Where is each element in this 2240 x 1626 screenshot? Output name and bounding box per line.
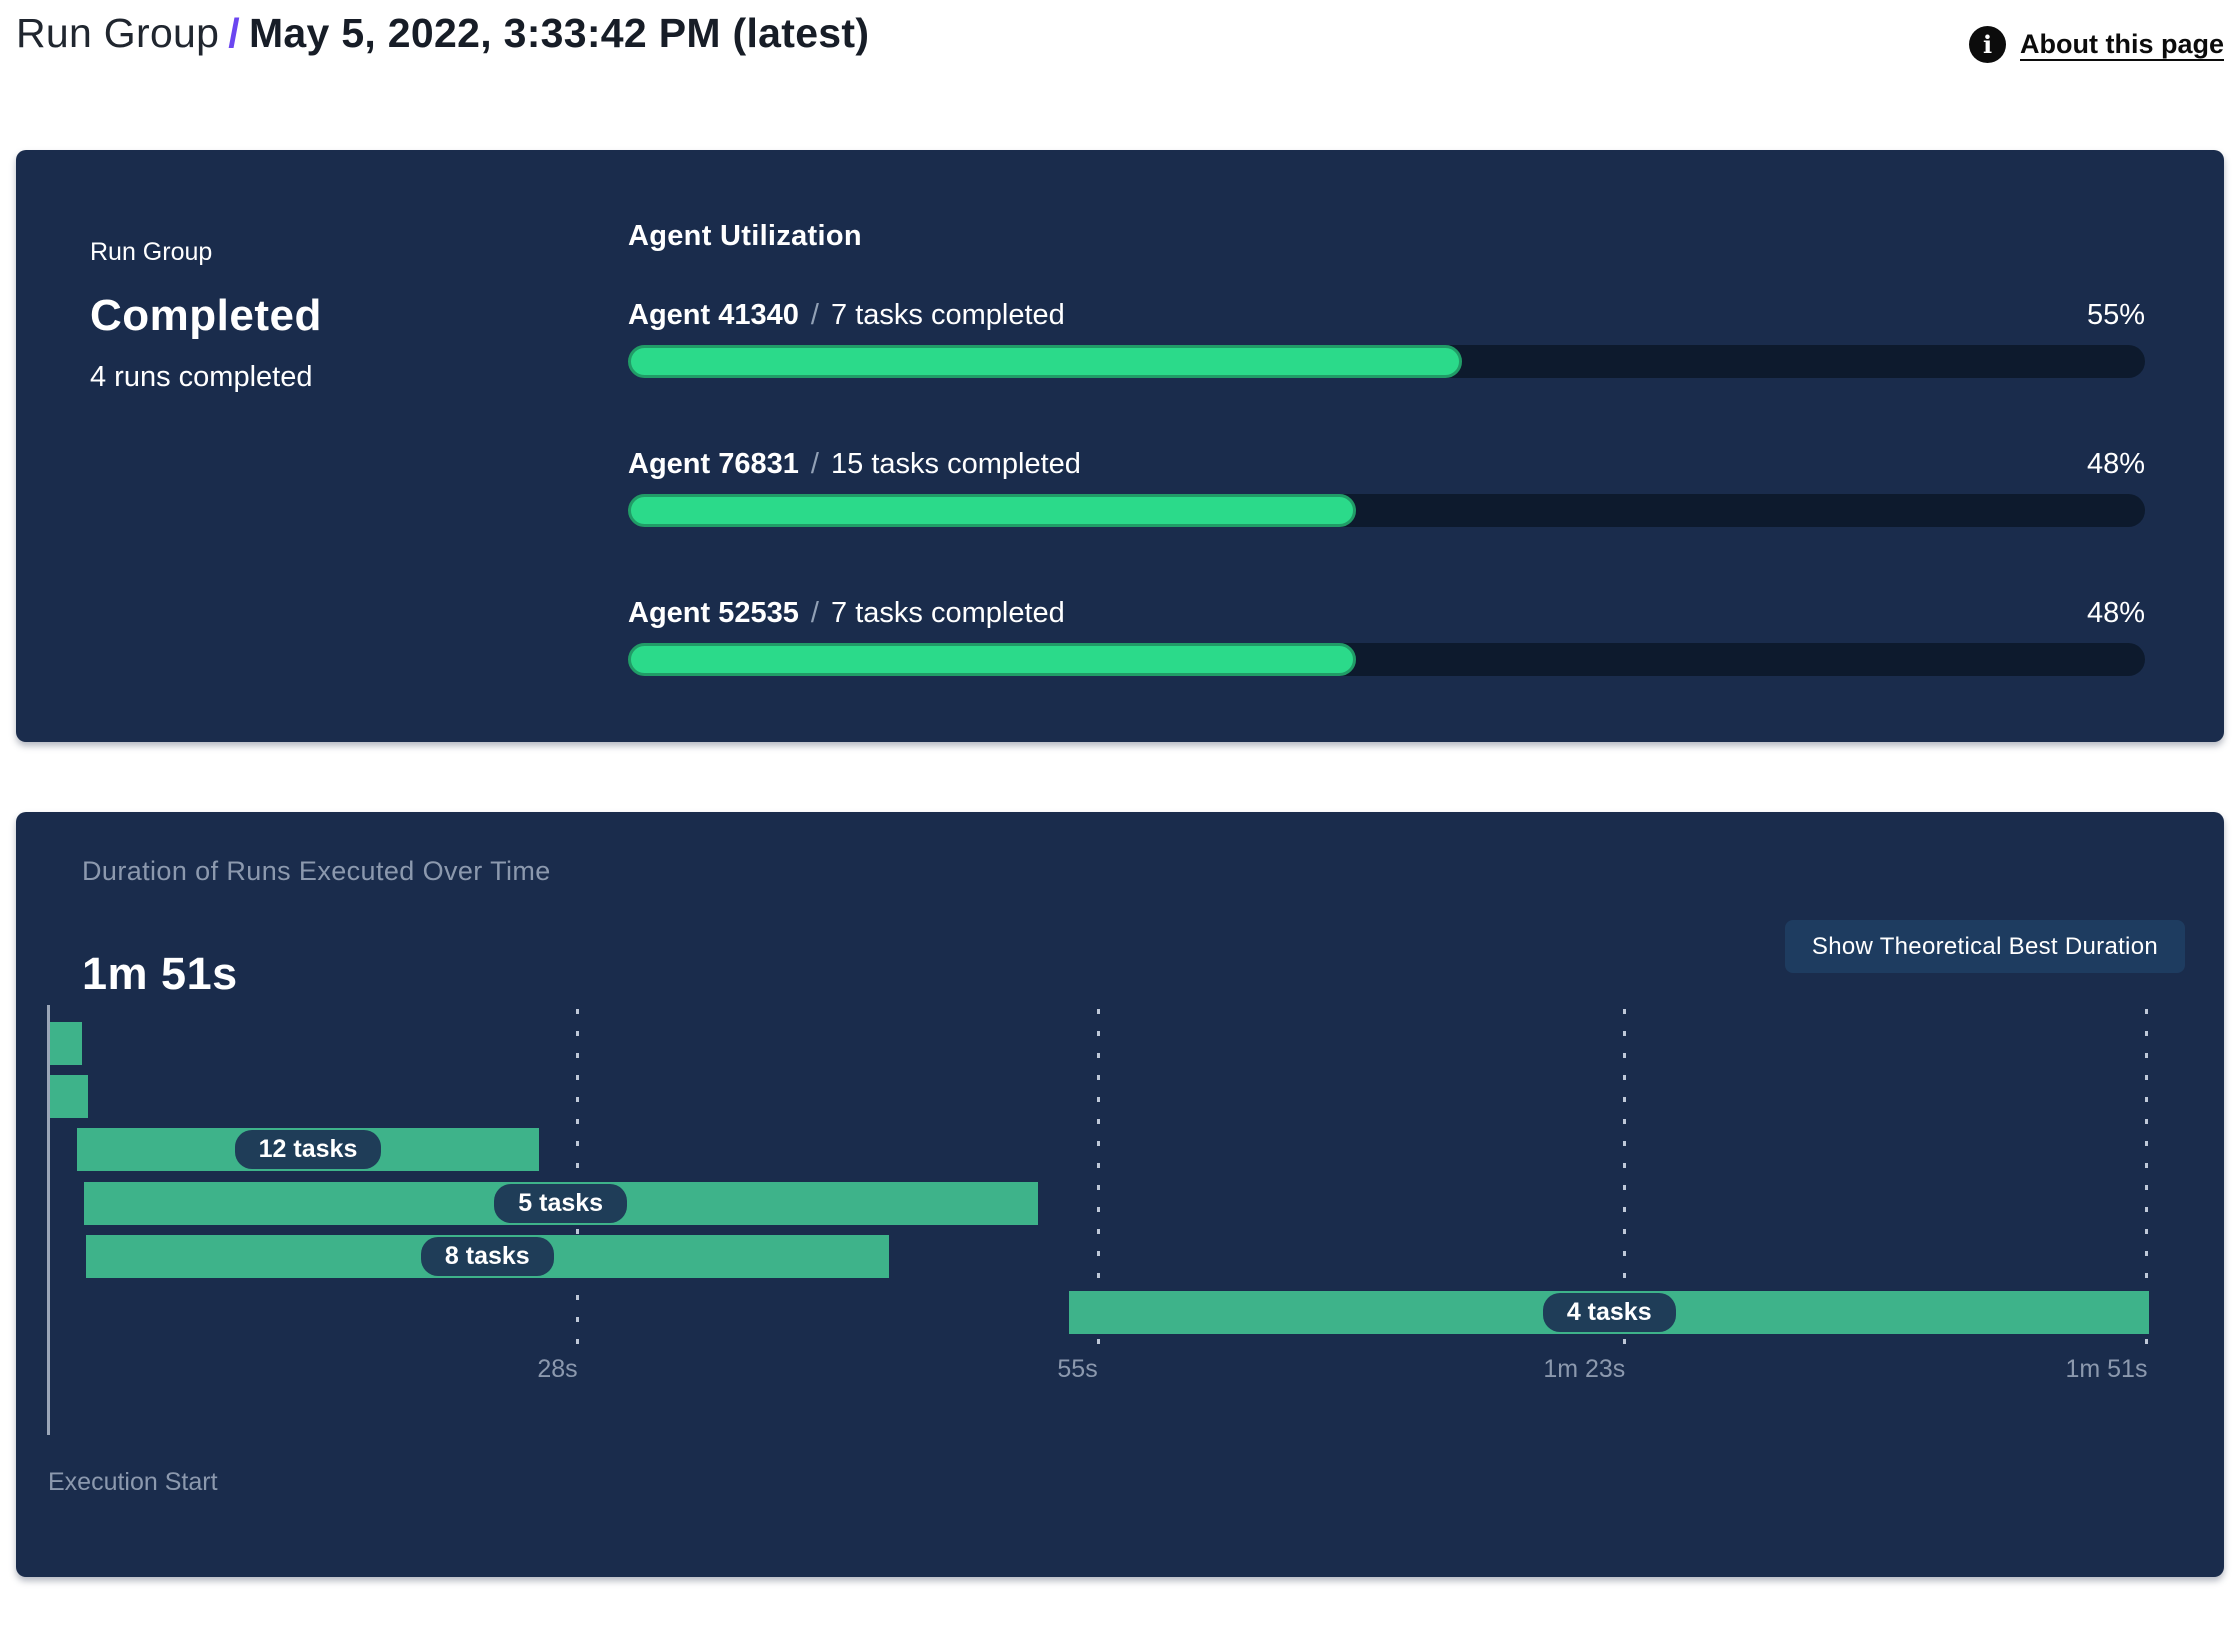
run-bar[interactable]: 4 tasks [1069, 1291, 2150, 1334]
agent-list: Agent 41340 / 7 tasks completed 55% Agen… [628, 299, 2145, 676]
agent-utilization-row: Agent 41340 / 7 tasks completed 55% [628, 299, 2145, 378]
agent-tasks-completed: 7 tasks completed [831, 299, 1065, 331]
run-bar[interactable]: 12 tasks [77, 1128, 539, 1171]
gridline [1096, 1009, 1100, 1345]
run-bar[interactable] [48, 1022, 82, 1065]
page-header: Run Group / May 5, 2022, 3:33:42 PM (lates… [16, 0, 2224, 63]
about-link-label: About this page [2020, 29, 2224, 59]
show-theoretical-best-duration-button[interactable]: Show Theoretical Best Duration [1784, 920, 2185, 973]
y-axis-line [47, 1005, 50, 1435]
run-group-status-panel: Run Group Completed 4 runs completed [16, 150, 628, 742]
task-count-pill: 4 tasks [1542, 1293, 1676, 1332]
run-group-summary-card: Run Group Completed 4 runs completed Age… [16, 150, 2224, 742]
agent-separator: / [810, 448, 819, 480]
agent-utilization-percent: 48% [2086, 597, 2145, 629]
axis-tick-label: 1m 51s [2065, 1355, 2148, 1383]
gridline [576, 1009, 580, 1345]
agent-utilization-panel: Agent Utilization Agent 41340 / 7 tasks … [628, 150, 2224, 742]
info-icon: i [1969, 26, 2006, 63]
execution-start-label: Execution Start [48, 1468, 218, 1496]
agent-progress-track [628, 494, 2145, 527]
axis-tick-label: 28s [537, 1355, 578, 1383]
agent-progress-fill [628, 643, 1357, 676]
task-count-pill: 12 tasks [234, 1130, 382, 1169]
agent-utilization-percent: 48% [2086, 448, 2145, 480]
task-count-pill: 8 tasks [420, 1237, 554, 1276]
run-bar[interactable]: 8 tasks [85, 1235, 889, 1278]
page-title: Run Group / May 5, 2022, 3:33:42 PM (lates… [16, 10, 869, 57]
agent-utilization-percent: 55% [2086, 299, 2145, 331]
summary-label: Run Group [90, 238, 213, 266]
about-link[interactable]: i About this page [1969, 26, 2224, 63]
axis-tick-label: 1m 23s [1543, 1355, 1626, 1383]
duration-chart-card: Duration of Runs Executed Over Time 1m 5… [16, 812, 2224, 1577]
gantt-plot: Execution Start 28s 55s 1m 23s 1m 51s 12 tas… [47, 1005, 2150, 1525]
agent-name: Agent 76831 [628, 448, 799, 480]
agent-separator: / [810, 597, 819, 629]
gridline [1622, 1009, 1626, 1345]
page-title-date: May 5, 2022, 3:33:42 PM (latest) [248, 10, 870, 56]
agent-name: Agent 41340 [628, 299, 799, 331]
agent-progress-track [628, 643, 2145, 676]
agent-name: Agent 52535 [628, 597, 799, 629]
duration-chart-title: Duration of Runs Executed Over Time [82, 856, 551, 886]
task-count-pill: 5 tasks [494, 1184, 628, 1223]
agent-utilization-title: Agent Utilization [628, 220, 862, 252]
run-bar[interactable]: 5 tasks [83, 1182, 1038, 1225]
run-group-status: Completed [90, 291, 322, 340]
agent-tasks-completed: 7 tasks completed [831, 597, 1065, 629]
agent-utilization-row: Agent 76831 / 15 tasks completed 48% [628, 448, 2145, 527]
agent-utilization-row: Agent 52535 / 7 tasks completed 48% [628, 597, 2145, 676]
agent-progress-track [628, 345, 2145, 378]
total-duration-value: 1m 51s [82, 948, 238, 999]
gridline [2145, 1009, 2148, 1345]
agent-tasks-completed: 15 tasks completed [831, 448, 1081, 480]
breadcrumb-separator: / [228, 10, 240, 56]
agent-progress-fill [628, 345, 1463, 378]
runs-completed-count: 4 runs completed [90, 361, 313, 393]
agent-progress-fill [628, 494, 1357, 527]
axis-tick-label: 55s [1057, 1355, 1098, 1383]
breadcrumb-run-group: Run Group [16, 10, 220, 56]
run-bar[interactable] [48, 1075, 88, 1118]
agent-separator: / [810, 299, 819, 331]
